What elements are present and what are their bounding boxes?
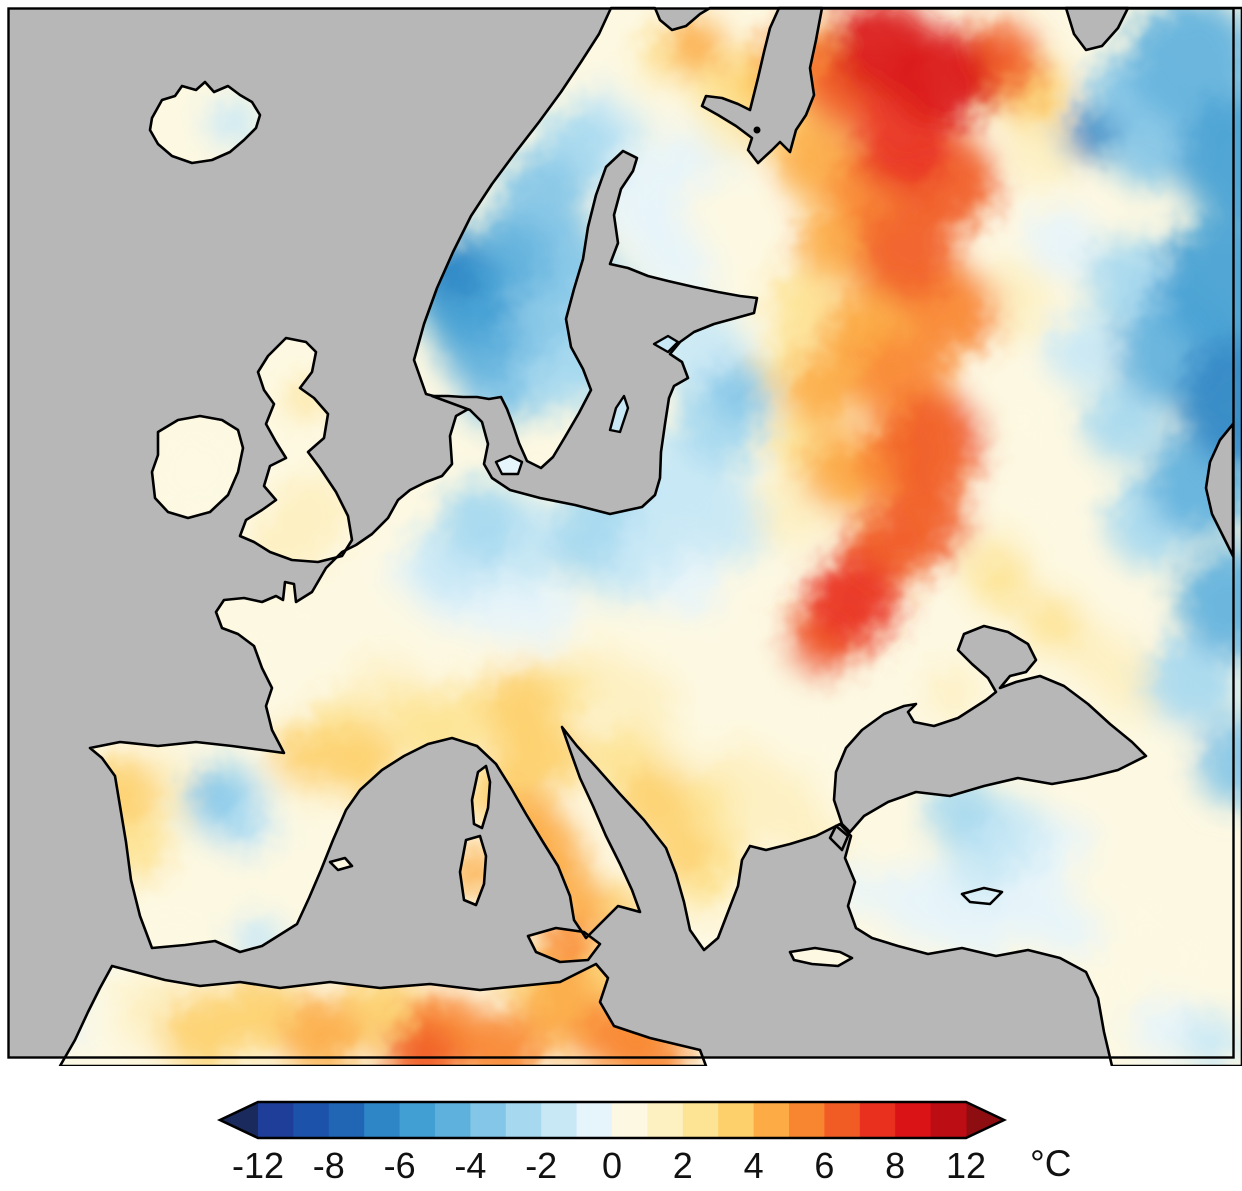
anomaly-point <box>1046 316 1118 388</box>
colorbar-segment <box>329 1102 365 1138</box>
colorbar-segment <box>824 1102 860 1138</box>
colorbar-segment <box>754 1102 790 1138</box>
colorbar-segment <box>612 1102 648 1138</box>
anomaly-point <box>1026 206 1098 278</box>
colorbar-tick-label: 12 <box>946 1145 986 1186</box>
colorbar-unit-label: °C <box>1030 1143 1072 1184</box>
anomaly-point <box>546 506 618 578</box>
colorbar-segment <box>931 1102 967 1138</box>
colorbar-tick-label: -12 <box>232 1145 284 1186</box>
colorbar-segments <box>220 1102 1004 1138</box>
colorbar-segment <box>435 1102 471 1138</box>
colorbar-arrow <box>220 1102 258 1138</box>
colorbar-segment <box>683 1102 719 1138</box>
anomaly-point <box>710 362 770 422</box>
colorbar-segment <box>647 1102 683 1138</box>
colorbar-segment <box>577 1102 613 1138</box>
anomaly-point <box>972 552 1032 612</box>
colorbar-segment <box>895 1102 931 1138</box>
colorbar-tick-label: 6 <box>814 1145 834 1186</box>
colorbar: -12 -8 -6 -4 -2 0 2 4 6 8 12 °C <box>0 1066 1242 1191</box>
colorbar-segment <box>470 1102 506 1138</box>
colorbar-tick-label: 0 <box>602 1145 622 1186</box>
colorbar-segment <box>718 1102 754 1138</box>
anomaly-point <box>1064 109 1116 161</box>
anomaly-point <box>440 480 524 564</box>
white-sea-island <box>754 127 761 134</box>
colorbar-tick-label: 2 <box>673 1145 693 1186</box>
colorbar-tick-labels: -12 -8 -6 -4 -2 0 2 4 6 8 12 <box>232 1145 986 1186</box>
anomaly-point <box>806 556 898 648</box>
anomaly-point <box>189 770 237 818</box>
colorbar-tick-label: -6 <box>384 1145 416 1186</box>
colorbar-arrow <box>966 1102 1004 1138</box>
anomaly-point <box>272 726 332 786</box>
anomaly-point <box>892 28 992 128</box>
colorbar-tick-label: -4 <box>454 1145 486 1186</box>
colorbar-segment <box>400 1102 436 1138</box>
colorbar-segment <box>541 1102 577 1138</box>
colorbar-tick-label: 4 <box>744 1145 764 1186</box>
anomaly-point <box>1022 592 1082 652</box>
colorbar-segment <box>258 1102 294 1138</box>
europe-anomaly-map <box>0 0 1242 1066</box>
colorbar-tick-label: -2 <box>525 1145 557 1186</box>
anomaly-point <box>982 382 1062 462</box>
colorbar-segment <box>293 1102 329 1138</box>
colorbar-segment <box>860 1102 896 1138</box>
colorbar-tick-label: -8 <box>313 1145 345 1186</box>
colorbar-segment <box>506 1102 542 1138</box>
anomaly-point <box>856 202 956 302</box>
colorbar-segment <box>789 1102 825 1138</box>
colorbar-segment <box>364 1102 400 1138</box>
figure: -12 -8 -6 -4 -2 0 2 4 6 8 12 °C <box>0 0 1242 1191</box>
anomaly-point <box>886 392 986 492</box>
anomaly-point <box>792 672 852 732</box>
colorbar-tick-label: 8 <box>885 1145 905 1186</box>
